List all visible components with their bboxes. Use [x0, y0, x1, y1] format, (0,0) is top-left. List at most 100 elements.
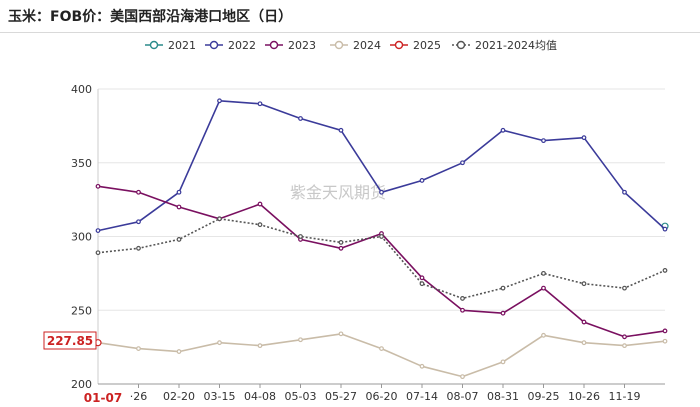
data-point: [662, 268, 668, 273]
data-point: [176, 237, 182, 242]
x-tick-label: ·26: [130, 390, 148, 403]
data-point: [500, 359, 506, 365]
data-point: [379, 234, 384, 239]
data-point: [500, 127, 506, 133]
data-point: [257, 101, 263, 107]
data-point: [541, 285, 546, 291]
data-point: [460, 374, 465, 380]
data-point: [419, 178, 425, 183]
data-point: [541, 138, 546, 144]
y-tick-label: 300: [71, 231, 92, 244]
data-point: [257, 201, 263, 207]
data-point: [500, 285, 506, 291]
data-point: [257, 222, 263, 228]
series-lines: [94, 98, 669, 380]
x-tick-label: 07-14: [406, 390, 438, 403]
data-point: [338, 239, 344, 245]
title-divider: [0, 32, 700, 33]
data-point: [95, 250, 101, 256]
y-axis-ticks: 200 250 300 350 400: [71, 83, 92, 391]
x-tick-label: 05-03: [285, 390, 317, 403]
series-line-1: [97, 100, 666, 232]
data-point: [460, 160, 465, 166]
legend-label: 2022: [228, 39, 256, 52]
data-point: [460, 307, 465, 313]
data-point: [217, 340, 222, 346]
data-point: [95, 183, 101, 189]
x-tick-label: 03-15: [204, 390, 236, 403]
legend-label: 2023: [288, 39, 316, 52]
data-point: [298, 337, 303, 343]
data-point: [217, 98, 222, 104]
data-point: [176, 204, 182, 210]
data-point: [338, 245, 344, 251]
y-tick-label: 250: [71, 304, 92, 317]
data-point: [622, 343, 627, 349]
data-point: [136, 189, 141, 195]
x-tick-label: 09-25: [528, 390, 560, 403]
series-line-3: [97, 333, 666, 378]
data-point: [257, 343, 263, 349]
data-point: [581, 319, 587, 325]
x-tick-label: 10-26: [568, 390, 600, 403]
x-tick-label: 11-19: [609, 390, 641, 403]
data-point: [379, 346, 384, 352]
legend-swatch-marker: [456, 40, 466, 50]
y-tick-label: 350: [71, 157, 92, 170]
legend-swatch-marker: [149, 40, 159, 50]
x-axis-ticks: ·26 02-20 03-15 04-08 05-03 05-27 06-20 07-14 08…: [130, 384, 641, 403]
chart-title: 玉米：FOB价：美国西部沿海港口地区（日）: [8, 9, 293, 25]
data-point: [460, 296, 465, 301]
legend-label: 2024: [353, 39, 381, 52]
legend-swatch-marker: [394, 40, 404, 50]
data-point: [298, 234, 303, 239]
data-point: [419, 281, 425, 287]
chart-legend: 2021 2022 2023 2024 2025 2021-2024均值: [145, 39, 557, 52]
data-point: [136, 245, 141, 251]
data-point: [379, 189, 384, 195]
data-point: [176, 349, 182, 354]
x-tick-label: 08-31: [487, 390, 519, 403]
data-point: [622, 334, 627, 340]
y-tick-label: 400: [71, 83, 92, 96]
data-point: [136, 346, 141, 352]
data-point: [298, 116, 303, 121]
data-point: [622, 189, 627, 195]
data-point: [622, 285, 627, 291]
data-point: [500, 310, 506, 316]
data-point: [419, 363, 425, 369]
legend-label: 2021: [168, 39, 196, 52]
current-value-marker: 227.85: [43, 331, 97, 350]
x-tick-label: 06-20: [366, 390, 398, 403]
legend-swatch-marker: [209, 40, 219, 50]
x-tick-label: 05-27: [325, 390, 357, 403]
current-value-label: 227.85: [47, 334, 93, 348]
data-point: [217, 216, 222, 222]
data-point: [338, 127, 344, 133]
x-tick-label: 08-07: [447, 390, 479, 403]
data-point: [541, 270, 546, 276]
data-point: [95, 228, 101, 234]
legend-swatch-marker: [334, 40, 344, 50]
data-point: [419, 275, 425, 281]
x-start-label: 01-07: [84, 391, 122, 405]
data-point: [338, 331, 344, 337]
legend-label: 2021-2024均值: [475, 39, 557, 52]
x-tick-label: 02-20: [163, 390, 195, 403]
data-point: [662, 338, 668, 344]
data-point: [581, 281, 587, 287]
series-line-5: [97, 218, 666, 300]
data-point: [662, 328, 668, 334]
data-point: [662, 226, 668, 232]
data-point: [176, 189, 182, 195]
x-tick-label: 04-08: [244, 390, 276, 403]
data-point: [541, 332, 546, 338]
legend-swatch-marker: [269, 40, 279, 50]
watermark-text: 紫金天风期货: [290, 183, 386, 202]
data-point: [136, 219, 141, 225]
data-point: [581, 340, 587, 346]
series-line-2: [97, 185, 666, 338]
legend-label: 2025: [413, 39, 441, 52]
data-point: [581, 135, 587, 141]
